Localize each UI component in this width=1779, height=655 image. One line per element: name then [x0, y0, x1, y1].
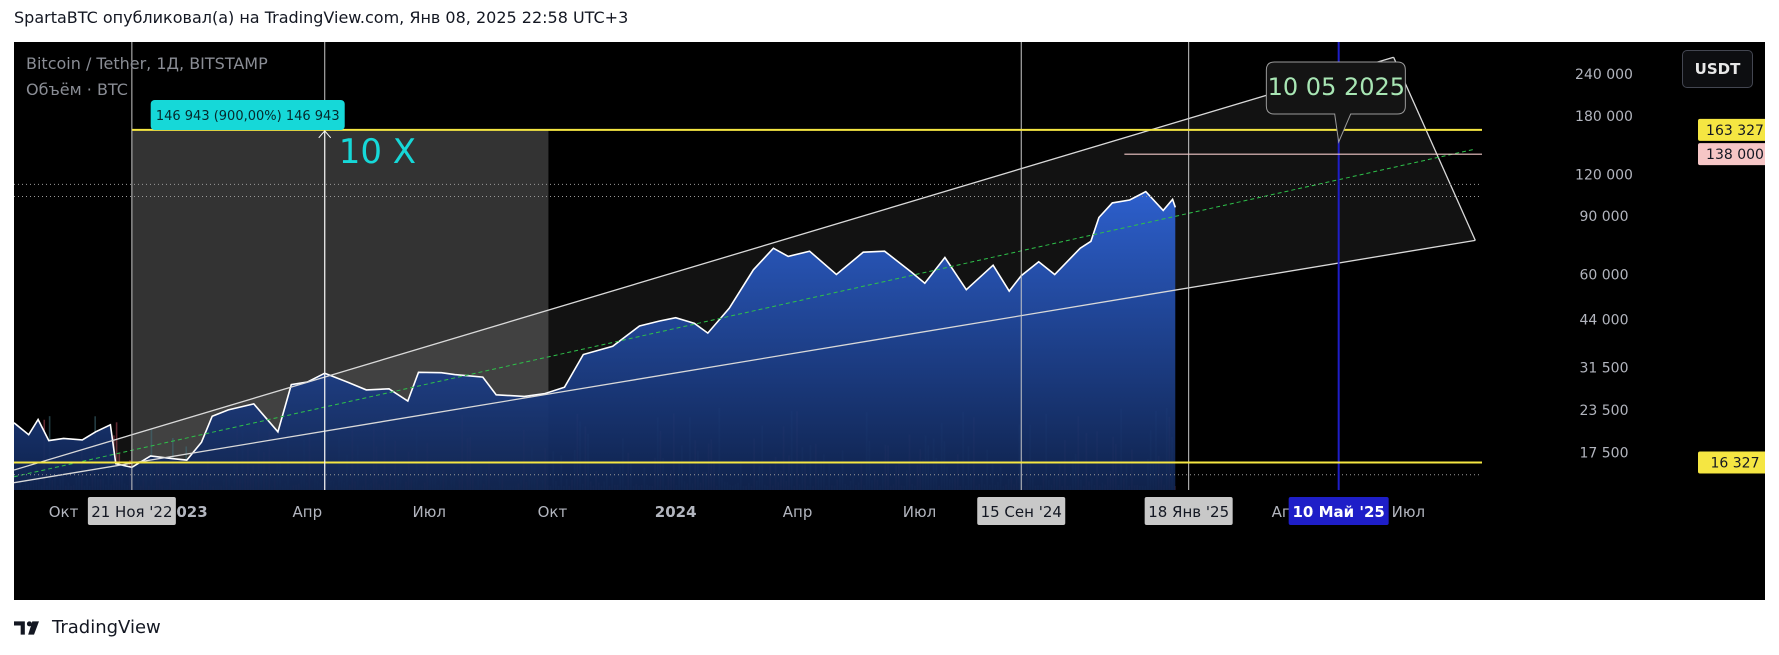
volume-bar: [115, 422, 118, 490]
measure-label-box: [150, 100, 345, 130]
footer-brand[interactable]: TradingView: [14, 617, 161, 638]
callout-bubble: [1265, 61, 1406, 144]
channel-fill: [14, 57, 1476, 483]
midline-dashed: [14, 148, 1476, 478]
x-highlight-label: 21 Ноя '22: [91, 503, 172, 521]
price-line: [14, 190, 1177, 469]
x-tick-label: 2023: [166, 503, 208, 521]
price-level-tag: [1698, 451, 1765, 474]
y-tick-label: 44 000: [1580, 312, 1629, 328]
x-tick-label: 2024: [655, 503, 697, 521]
x-highlight-label: 15 Сен '24: [981, 503, 1062, 521]
x-tick-label: Апр: [783, 503, 813, 521]
price-level-tag-label: 16 327: [1711, 456, 1760, 472]
x-tick-label: Июл: [903, 503, 936, 521]
y-tick-label: 31 500: [1580, 361, 1629, 377]
chart-panel[interactable]: 240 000 180 000 120 000 90 000 60 000 44 000 3…: [14, 42, 1765, 600]
x-highlight-label: 18 Янв '25: [1148, 503, 1229, 521]
currency-button[interactable]: USDT: [1682, 50, 1753, 88]
x-highlight-tag: [87, 497, 176, 525]
measure-arrow-head: [318, 130, 332, 139]
measure-label-text: 146 943 (900,00%) 146 943: [156, 109, 340, 124]
tradingview-logo-icon: [14, 620, 39, 635]
price-area-fill: [14, 191, 1176, 490]
footer-brand-text: TradingView: [52, 617, 161, 638]
y-tick-label: 17 500: [1580, 446, 1629, 462]
price-level-tag: [1698, 143, 1765, 166]
ten-x-label: 10 X: [339, 132, 416, 172]
price-chart[interactable]: 240 000 180 000 120 000 90 000 60 000 44 000 3…: [14, 42, 1765, 600]
y-tick-label: 240 000: [1575, 67, 1633, 83]
y-tick-label: 60 000: [1580, 268, 1629, 284]
y-tick-label: 120 000: [1575, 167, 1633, 183]
x-tick-label: Окт: [538, 503, 568, 521]
publisher-line: SpartaBTC опубликовал(а) на TradingView.…: [14, 8, 629, 27]
price-level-tag: [1698, 118, 1765, 141]
channel-upper-line: [14, 56, 1394, 471]
x-tick-label: Окт: [49, 503, 79, 521]
volume-legend: Объём · BTC: [26, 80, 128, 99]
price-level-tag-label: 163 327: [1706, 123, 1764, 139]
x-target-label: 10 Май '25: [1293, 503, 1385, 521]
x-tick-label: Июл: [1392, 503, 1425, 521]
y-tick-label: 180 000: [1575, 109, 1633, 125]
y-tick-label: 90 000: [1580, 209, 1629, 225]
channel-lower-line: [14, 239, 1476, 484]
x-highlight-tag: [977, 497, 1066, 525]
price-level-tag-label: 138 000: [1706, 147, 1764, 163]
symbol-title: Bitcoin / Tether, 1Д, BITSTAMP: [26, 54, 268, 73]
x-target-tag: [1288, 497, 1389, 525]
x-highlight-tag: [1144, 497, 1233, 525]
callout-text: 10 05 2025: [1268, 73, 1405, 101]
channel-right-edge: [1393, 56, 1476, 241]
y-tick-label: 23 500: [1580, 403, 1629, 419]
x-tick-label: Июл: [413, 503, 446, 521]
x-tick-label: Апр: [293, 503, 323, 521]
